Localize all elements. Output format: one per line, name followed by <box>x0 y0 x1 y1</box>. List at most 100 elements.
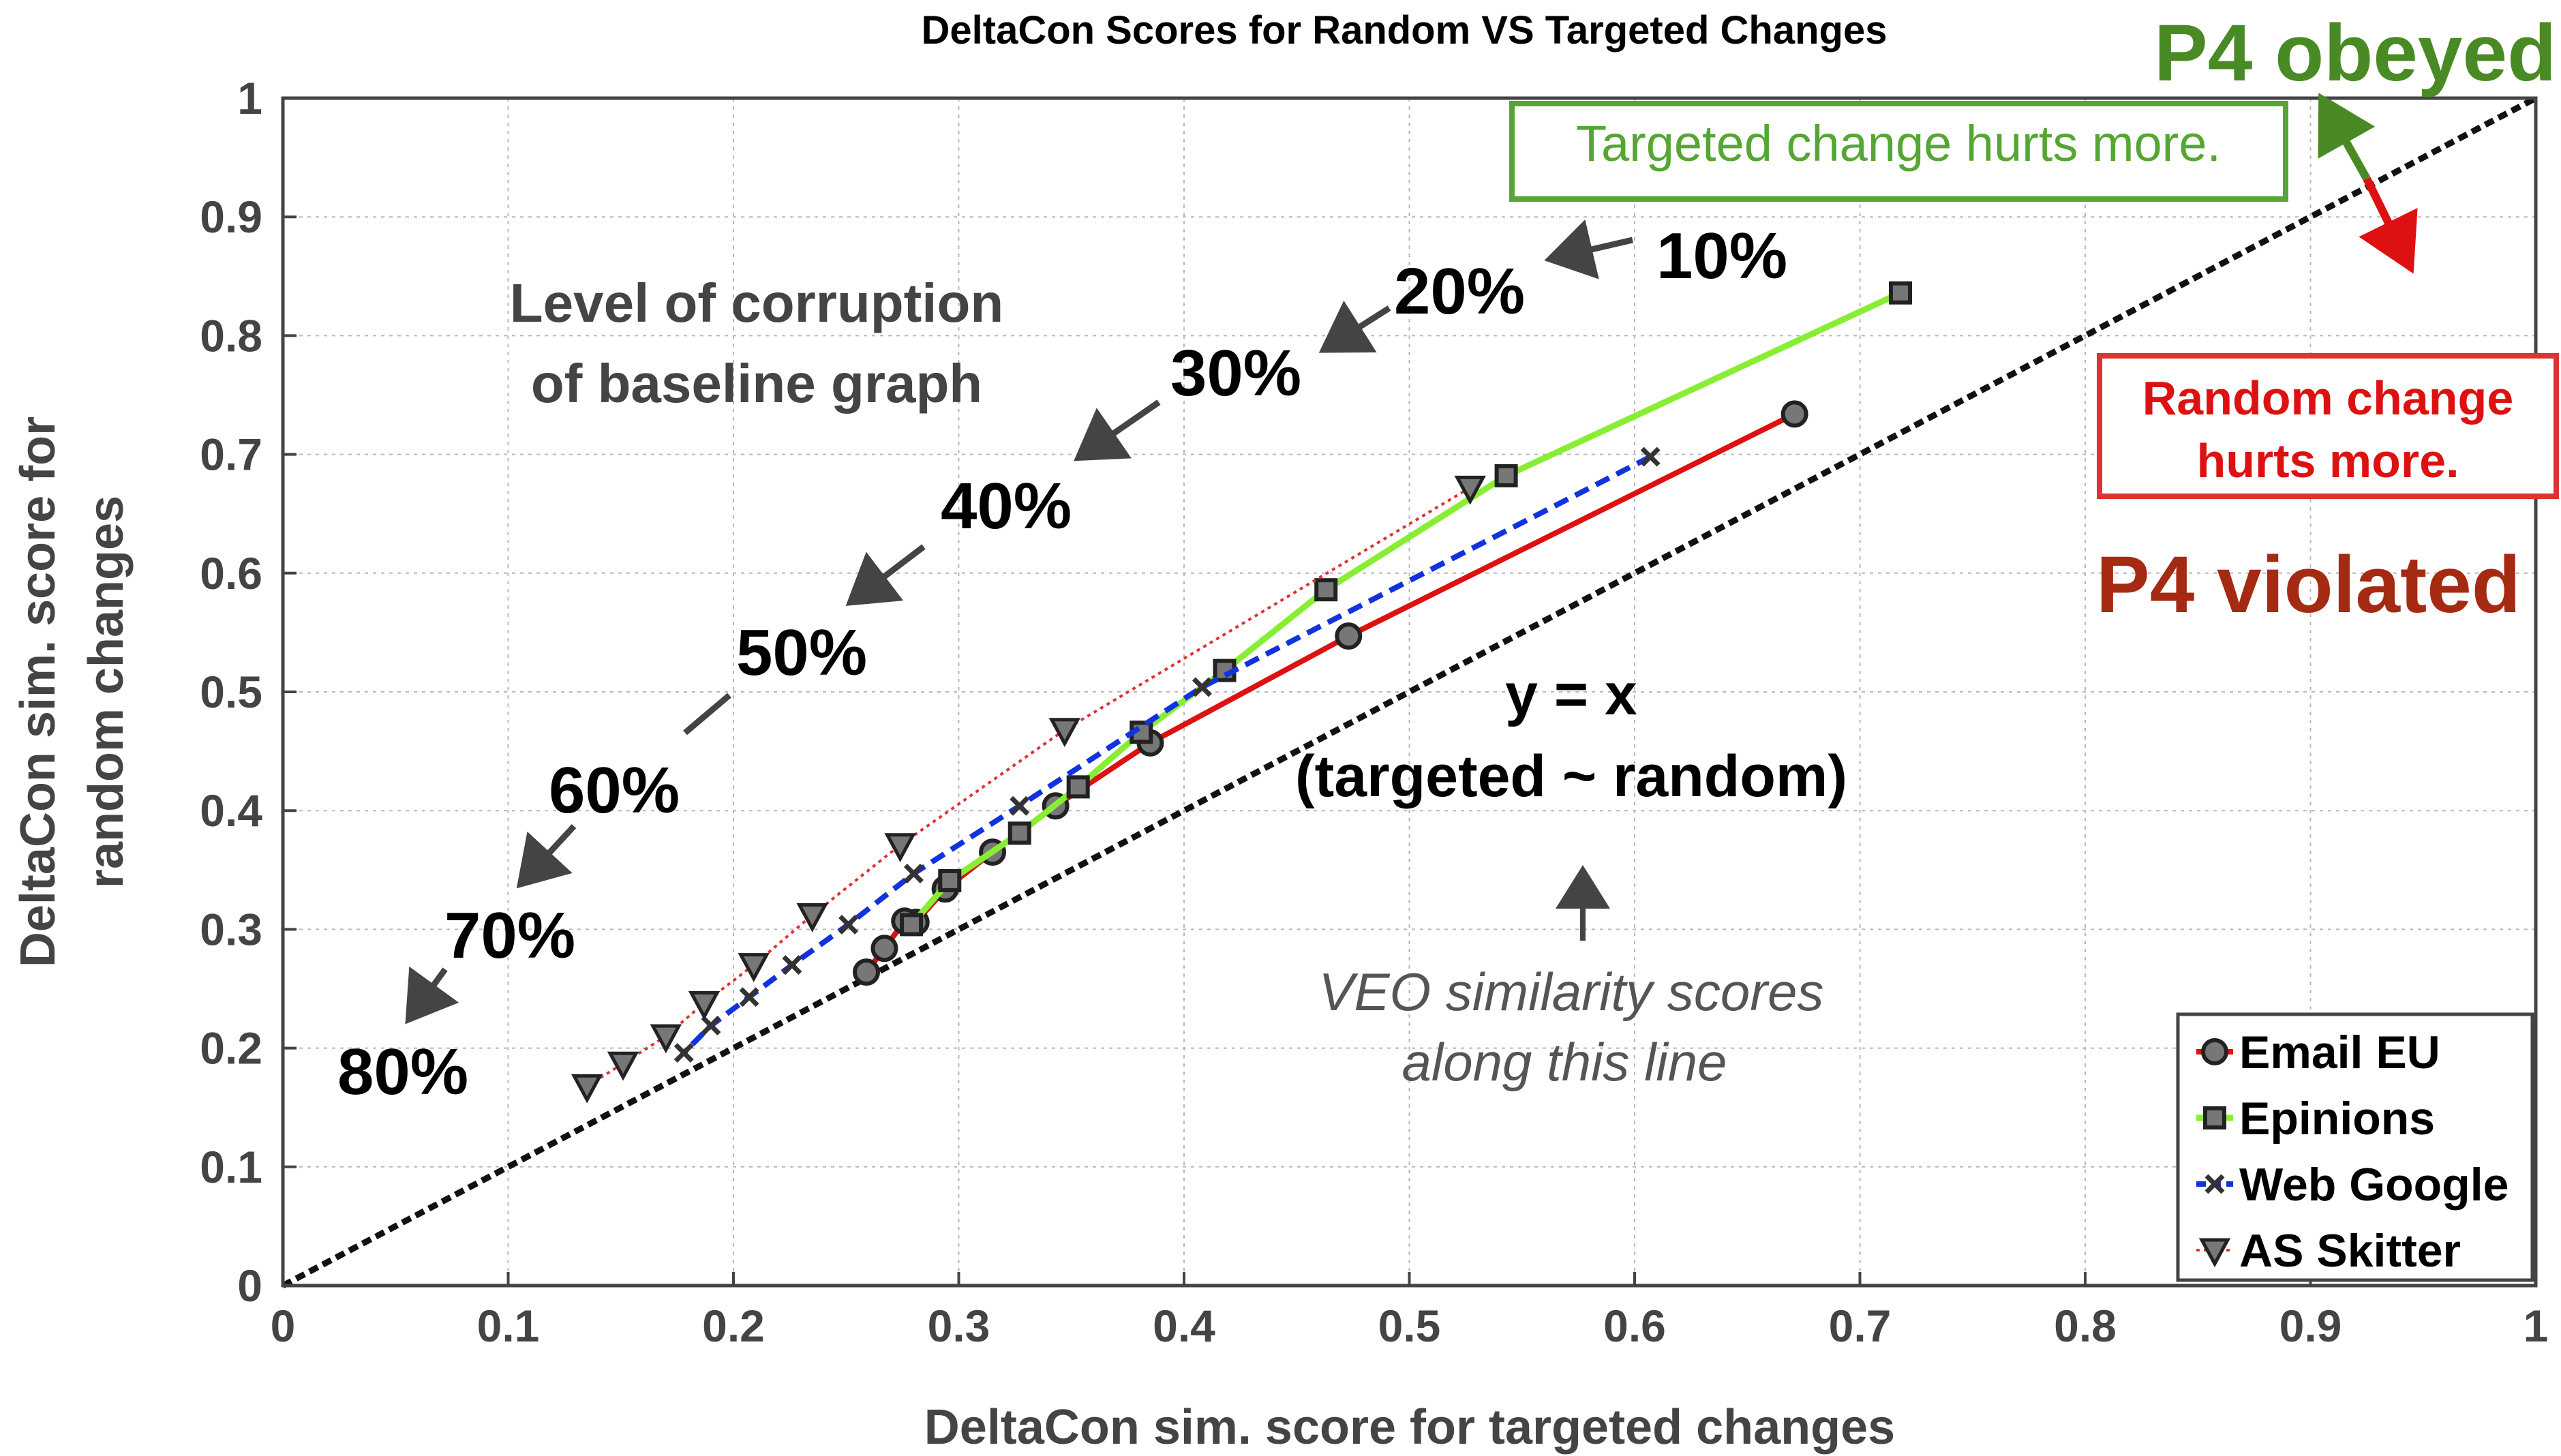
targeted-box-label: Targeted change hurts more. <box>1576 115 2221 172</box>
point-epinions <box>1888 281 1912 305</box>
point-epinions <box>1314 578 1338 602</box>
veo-label-line1: VEO similarity scores <box>1318 962 1823 1022</box>
y-tick-label: 0.3 <box>200 904 262 954</box>
y-tick-label: 0.9 <box>200 192 262 242</box>
reference-line-sublabel: (targeted ~ random) <box>1295 744 1847 809</box>
pct-label-60: 60% <box>549 754 680 827</box>
point-web-google <box>739 987 759 1007</box>
axis-ticks: 0 0.1 0.2 0.3 0.4 0.5 0.6 0.7 0.8 0.9 1 0 0.1 0.2 0.3 0… <box>200 73 2548 1351</box>
p4-obeyed-label: P4 obeyed <box>2154 8 2556 98</box>
pct-label-80: 80% <box>337 1035 468 1108</box>
pct-label-20: 20% <box>1394 255 1525 328</box>
marker-x-stroke <box>2204 1174 2225 1194</box>
point-as-skitter <box>607 1051 639 1081</box>
obeyed-arrow <box>2318 93 2376 181</box>
arrow-20 <box>1318 301 1391 353</box>
point-epinions <box>1494 464 1518 487</box>
point-web-google <box>673 1043 694 1063</box>
legend-marker-email-eu <box>2201 1038 2228 1065</box>
plot-area: 0 0.1 0.2 0.3 0.4 0.5 0.6 0.7 0.8 0.9 1 0 0.1 0.2 0.3 0… <box>200 73 2548 1351</box>
x-tick-label: 0.8 <box>2054 1301 2117 1351</box>
point-email-eu <box>870 935 898 962</box>
y-tick-label: 0.4 <box>200 785 262 836</box>
veo-label-line2: along this line <box>1402 1032 1727 1092</box>
pct-arrows <box>405 219 1634 1025</box>
legend-box <box>2176 1012 2534 1282</box>
arrow-10 <box>1544 219 1634 279</box>
x-tick-label: 1 <box>2524 1301 2549 1351</box>
point-email-eu <box>1780 400 1808 428</box>
x-tick-label: 0.1 <box>477 1301 540 1351</box>
x-tick-label: 0.3 <box>928 1301 990 1351</box>
marker-x-stroke <box>1010 795 1030 816</box>
y-tick-label: 0.1 <box>200 1142 262 1192</box>
series-epinions <box>900 281 1912 937</box>
corruption-label-line2: of baseline graph <box>531 353 982 414</box>
y-axis-label-line1: DeltaCon sim. score for <box>11 416 65 967</box>
y-tick-label: 0.5 <box>200 667 262 717</box>
point-web-google <box>782 955 802 975</box>
point-as-skitter <box>738 953 770 982</box>
x-axis-label: DeltaCon sim. score for targeted changes <box>924 1400 1895 1455</box>
point-web-google <box>1192 677 1212 697</box>
series-as-skitter <box>571 475 1486 1104</box>
pct-label-50: 50% <box>736 616 867 689</box>
point-email-eu <box>852 958 880 986</box>
point-epinions <box>1007 821 1031 845</box>
series-web-google <box>673 446 1661 1063</box>
arrow-40 <box>845 544 926 606</box>
x-tick-label: 0.6 <box>1603 1301 1666 1351</box>
legend: Email EU Epinions Web Google AS Skitter <box>2176 1012 2534 1282</box>
legend-label-web-google: Web Google <box>2239 1159 2509 1211</box>
y-tick-label: 0.8 <box>200 310 262 361</box>
random-box-label-line1: Random change <box>2142 371 2514 425</box>
point-web-google <box>701 1016 721 1035</box>
point-epinions <box>938 868 962 892</box>
series-layer <box>571 281 1912 1104</box>
chart-title: DeltaCon Scores for Random VS Targeted C… <box>922 8 1888 52</box>
y-tick-label: 0.7 <box>200 429 262 480</box>
point-web-google <box>1640 446 1661 467</box>
marker-x-stroke <box>903 864 924 884</box>
marker-x-stroke <box>1640 446 1661 467</box>
x-tick-label: 0.5 <box>1378 1301 1441 1351</box>
point-web-google <box>903 864 924 884</box>
point-as-skitter <box>688 990 721 1020</box>
arrow-50 <box>683 693 731 735</box>
marker-x-stroke <box>838 914 859 935</box>
arrow-70 <box>405 966 459 1025</box>
y-axis-label-line2: random changes <box>79 496 134 888</box>
x-tick-label: 0.9 <box>2279 1301 2342 1351</box>
pct-label-30: 30% <box>1170 337 1301 410</box>
point-web-google <box>838 914 859 935</box>
marker-x-stroke <box>701 1016 721 1035</box>
p4-violated-label: P4 violated <box>2096 540 2521 630</box>
legend-label-as-skitter: AS Skitter <box>2239 1225 2461 1277</box>
marker-x-stroke <box>739 987 759 1007</box>
point-epinions <box>1066 775 1090 799</box>
point-as-skitter <box>571 1074 603 1104</box>
marker-x-stroke <box>1192 677 1212 697</box>
arrow-60 <box>516 823 577 889</box>
point-web-google <box>1010 795 1030 816</box>
legend-marker-as-skitter <box>2198 1238 2231 1268</box>
marker-x-stroke <box>673 1043 694 1063</box>
legend-marker-epinions <box>2203 1106 2226 1129</box>
y-tick-label: 0 <box>237 1260 262 1311</box>
random-box-label-line2: hurts more. <box>2196 434 2459 487</box>
random-box <box>2097 353 2559 499</box>
reference-line-y-equals-x <box>281 95 2538 1288</box>
grid <box>283 98 2536 1286</box>
x-tick-label: 0.7 <box>1829 1301 1892 1351</box>
legend-label-epinions: Epinions <box>2239 1093 2435 1144</box>
y-tick-label: 1 <box>237 73 262 123</box>
point-as-skitter <box>796 903 828 932</box>
marker-x-stroke <box>782 955 802 975</box>
point-as-skitter <box>650 1024 682 1054</box>
pct-label-10: 10% <box>1656 219 1787 292</box>
pct-label-70: 70% <box>444 899 575 972</box>
y-tick-label: 0.2 <box>200 1023 262 1074</box>
point-email-eu <box>1335 622 1363 650</box>
violated-arrow <box>2359 177 2418 274</box>
